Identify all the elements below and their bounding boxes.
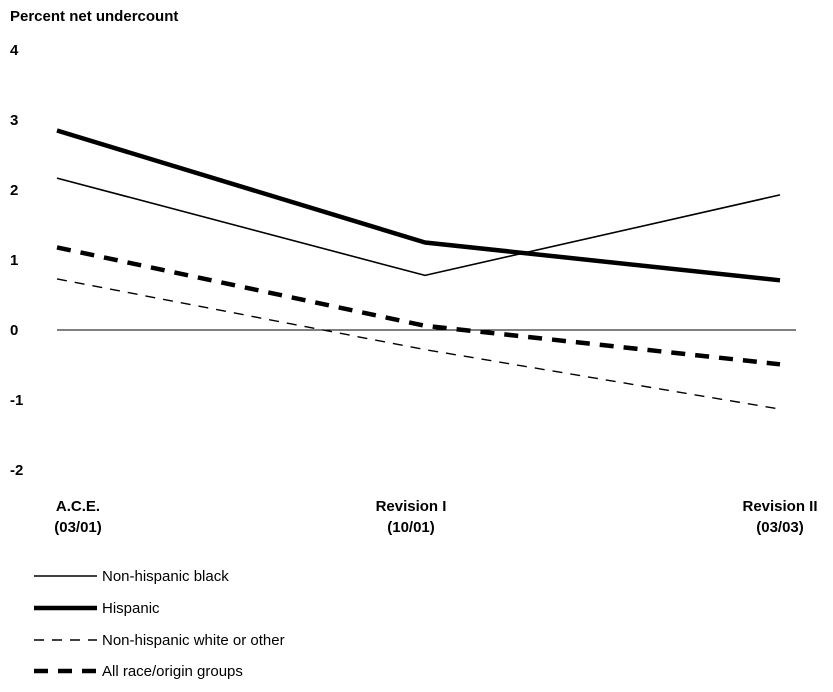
series-line-0 xyxy=(56,177,781,277)
y-tick-label: 1 xyxy=(10,252,18,269)
legend-label: All race/origin groups xyxy=(102,663,243,680)
series-line-1 xyxy=(56,128,781,283)
y-tick-label: 0 xyxy=(10,322,18,339)
chart-title: Percent net undercount xyxy=(10,8,178,25)
x-category-label: Revision II xyxy=(742,498,817,515)
x-axis-categories: A.C.E. (03/01) Revision I (10/01) Revision I… xyxy=(54,498,817,536)
y-tick-label: 4 xyxy=(10,42,19,59)
x-category-sublabel: (10/01) xyxy=(387,519,435,536)
x-category-label: Revision I xyxy=(376,498,447,515)
x-category-label: A.C.E. xyxy=(56,498,100,515)
y-axis-ticks: 4 3 2 1 0 -1 -2 xyxy=(10,42,23,479)
x-category-sublabel: (03/01) xyxy=(54,519,102,536)
series-line-2 xyxy=(56,278,781,410)
series-line-3 xyxy=(56,245,781,367)
legend-label: Hispanic xyxy=(102,600,160,617)
y-tick-label: -2 xyxy=(10,462,23,479)
y-tick-label: 3 xyxy=(10,112,18,129)
legend-label: Non-hispanic black xyxy=(102,568,229,585)
legend-label: Non-hispanic white or other xyxy=(102,632,285,649)
y-tick-label: 2 xyxy=(10,182,18,199)
legend: Non-hispanic black Hispanic Non-hispanic w… xyxy=(34,568,285,680)
y-tick-label: -1 xyxy=(10,392,23,409)
series-lines xyxy=(56,128,781,410)
x-category-sublabel: (03/03) xyxy=(756,519,804,536)
